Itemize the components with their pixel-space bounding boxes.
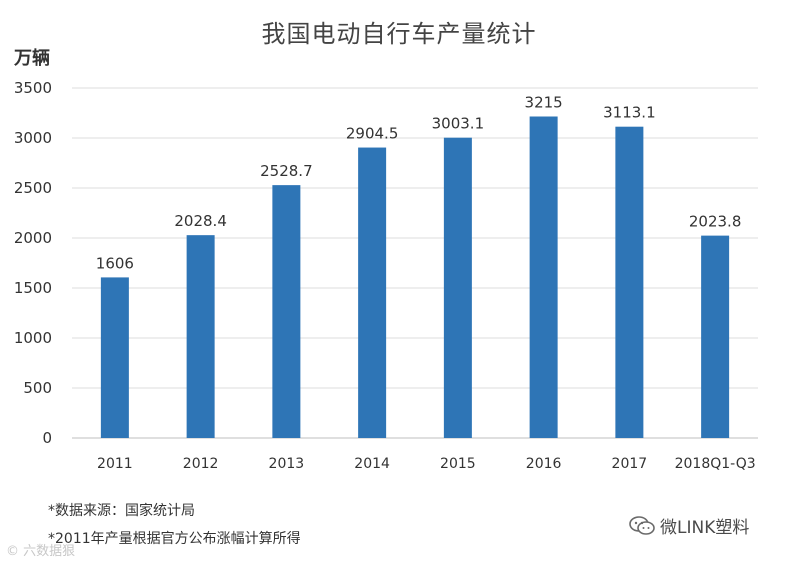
x-tick-label: 2014 <box>354 456 390 472</box>
bar <box>615 126 644 438</box>
x-tick-label: 2017 <box>612 456 648 472</box>
x-axis-ticks: 2011 2012 2013 2014 2015 2016 2017 2018Q1-Q3 <box>97 456 756 472</box>
bar <box>272 185 301 438</box>
x-tick-label: 2018Q1-Q3 <box>675 456 756 472</box>
bar <box>100 277 129 438</box>
chart-title: 我国电动自行车产量统计 <box>262 20 537 48</box>
x-tick-label: 2011 <box>97 456 133 472</box>
x-tick-label: 2013 <box>269 456 305 472</box>
y-axis-ticks: 0 500 1000 1500 2000 2500 3000 3500 <box>14 79 52 447</box>
wechat-icon <box>628 515 656 537</box>
footnote-source: *数据来源：国家统计局 <box>48 503 195 519</box>
data-label: 2904.5 <box>346 125 399 143</box>
y-tick-label: 3000 <box>14 129 52 147</box>
x-tick-label: 2015 <box>440 456 476 472</box>
bar <box>529 116 558 438</box>
data-label: 2528.7 <box>260 162 313 180</box>
bar-chart: 我国电动自行车产量统计 万辆 0 500 1000 1500 2000 2500 3000 3… <box>13 20 758 472</box>
bar <box>358 147 387 439</box>
data-label: 3113.1 <box>603 104 656 122</box>
y-tick-label: 1500 <box>14 279 52 297</box>
data-label: 1606 <box>96 254 134 272</box>
y-axis-unit-label: 万辆 <box>13 47 50 69</box>
y-tick-label: 500 <box>23 379 52 397</box>
bar <box>701 235 730 438</box>
bar <box>186 235 215 438</box>
x-tick-label: 2016 <box>526 456 562 472</box>
y-tick-label: 3500 <box>14 79 52 97</box>
y-tick-label: 2000 <box>14 229 52 247</box>
y-tick-label: 2500 <box>14 179 52 197</box>
watermark-left: © 六数据狠 <box>6 544 76 559</box>
data-label: 3215 <box>525 94 563 112</box>
data-label: 3003.1 <box>432 115 485 133</box>
data-label: 2023.8 <box>689 213 742 231</box>
footnote-calculation: *2011年产量根据官方公布涨幅计算所得 <box>48 531 301 547</box>
bar <box>443 137 472 438</box>
wechat-watermark: 微LINK塑料 <box>628 513 749 538</box>
y-tick-label: 0 <box>42 429 52 447</box>
data-label: 2028.4 <box>174 212 227 230</box>
y-tick-label: 1000 <box>14 329 52 347</box>
footnotes: *数据来源：国家统计局 *2011年产量根据官方公布涨幅计算所得 <box>48 497 301 553</box>
bars <box>100 116 730 439</box>
wechat-account-name: 微LINK塑料 <box>660 518 750 538</box>
x-tick-label: 2012 <box>183 456 219 472</box>
data-labels: 1606 2028.4 2528.7 2904.5 3003.1 3215 3113.1 20… <box>96 94 742 273</box>
gridlines <box>72 87 758 439</box>
